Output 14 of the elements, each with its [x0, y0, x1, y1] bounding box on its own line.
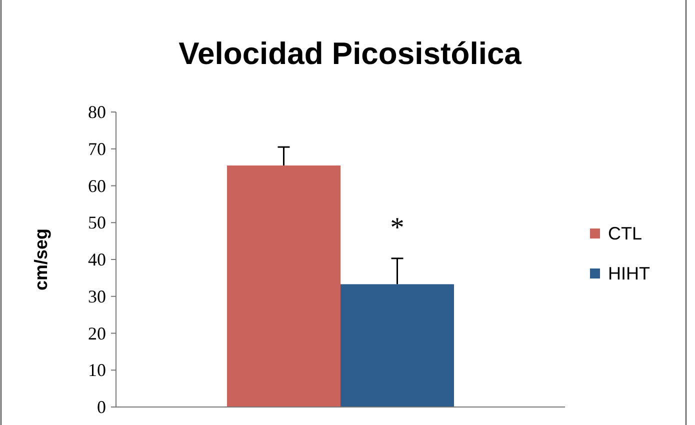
y-axis-title: cm/seg [31, 228, 51, 291]
y-tick-label: 80 [88, 102, 106, 122]
y-tick-label: 50 [88, 212, 106, 233]
y-tick-label: 0 [97, 397, 106, 417]
chart-title: Velocidad Picosistólica [178, 36, 522, 71]
y-tick-label: 10 [88, 360, 106, 380]
y-tick-label: 40 [88, 250, 106, 270]
annotation: * [390, 212, 404, 244]
y-tick-label: 30 [88, 286, 106, 306]
y-tick-label: 60 [88, 176, 106, 196]
legend-label: CTL [608, 224, 642, 244]
y-tick-label: 70 [88, 138, 106, 159]
legend-label: HIHT [608, 264, 650, 284]
y-tick-label: 20 [88, 323, 106, 344]
